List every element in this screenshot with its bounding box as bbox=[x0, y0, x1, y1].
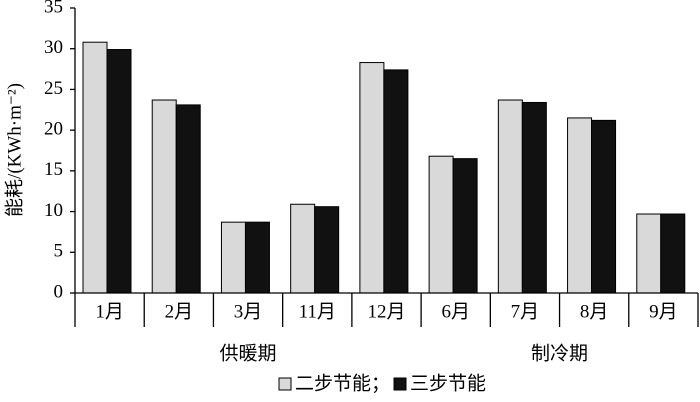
x-tick-label: 9月 bbox=[649, 301, 678, 322]
x-tick-label: 3月 bbox=[234, 301, 263, 322]
bar bbox=[314, 206, 340, 294]
y-tick-label: 20 bbox=[44, 119, 63, 140]
bar bbox=[383, 69, 409, 294]
legend-swatch bbox=[393, 377, 407, 391]
bar bbox=[521, 101, 547, 294]
bar bbox=[497, 99, 523, 294]
y-tick-label: 15 bbox=[44, 159, 63, 180]
bar bbox=[220, 221, 246, 294]
legend-label: 二步节能； bbox=[295, 372, 390, 394]
y-tick-label: 0 bbox=[54, 281, 64, 302]
bar bbox=[636, 213, 662, 294]
group-label: 供暖期 bbox=[220, 342, 277, 364]
bar bbox=[151, 99, 177, 294]
x-tick-label: 6月 bbox=[441, 301, 470, 322]
x-tick-label: 8月 bbox=[580, 301, 609, 322]
y-tick-label: 35 bbox=[44, 0, 63, 17]
y-tick-label: 30 bbox=[44, 37, 63, 58]
bar bbox=[359, 62, 385, 294]
bar bbox=[290, 203, 316, 294]
x-tick-label: 11月 bbox=[299, 301, 336, 322]
x-tick-label: 12月 bbox=[367, 301, 405, 322]
bar bbox=[452, 158, 478, 294]
group-label: 制冷期 bbox=[531, 342, 588, 364]
x-tick-label: 2月 bbox=[165, 301, 194, 322]
x-tick-label: 1月 bbox=[95, 301, 124, 322]
bar bbox=[660, 213, 686, 294]
bar bbox=[567, 117, 593, 294]
bar bbox=[82, 41, 108, 294]
y-tick-label: 10 bbox=[44, 200, 63, 221]
legend-swatch bbox=[278, 377, 292, 391]
bar bbox=[591, 119, 617, 294]
y-axis-label: 能耗/(KWh·m⁻²) bbox=[3, 83, 25, 217]
bar bbox=[244, 221, 270, 294]
bar bbox=[428, 155, 454, 294]
bar bbox=[175, 104, 201, 294]
y-tick-label: 5 bbox=[54, 241, 64, 262]
x-tick-label: 7月 bbox=[511, 301, 540, 322]
bar bbox=[106, 49, 132, 294]
legend-label: 三步节能 bbox=[410, 372, 486, 394]
y-tick-label: 25 bbox=[44, 78, 63, 99]
